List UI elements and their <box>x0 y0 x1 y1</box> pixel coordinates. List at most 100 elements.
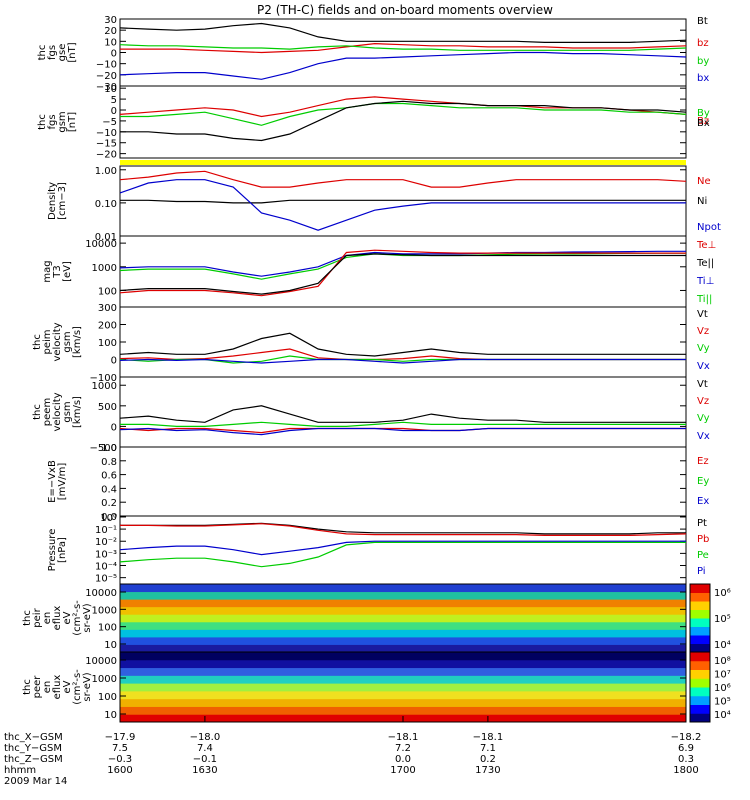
colorbar-segment <box>690 635 710 644</box>
legend-entry: Vy <box>697 413 710 424</box>
legend-entry: Vz <box>697 326 709 337</box>
y-axis-label: velocity <box>52 392 63 431</box>
y-axis-label: Density <box>47 182 58 220</box>
colorbar-segment <box>690 669 710 679</box>
colorbar-segment <box>690 695 710 705</box>
colorbar-tick-label: 10⁶ <box>714 683 731 694</box>
orbit-row-label: thc_X−GSM <box>4 732 63 743</box>
series-line-Vt <box>119 332 686 357</box>
series-line-Vy <box>120 421 686 427</box>
orbit-row-label: thc_Y−GSM <box>4 743 62 754</box>
series-line-Ni <box>120 199 686 204</box>
y-axis-label: E=−VxB <box>47 460 58 503</box>
y-tick-label: −20 <box>96 150 117 161</box>
y-axis-label: thc <box>37 45 48 61</box>
y-tick-label: 1000 <box>92 605 117 616</box>
y-tick-label: 10⁻¹ <box>95 525 117 536</box>
spectrogram-band <box>120 690 686 700</box>
y-tick-label: 1000 <box>92 381 117 392</box>
y-tick-label: −30 <box>96 82 117 93</box>
colorbar-segment <box>690 626 710 636</box>
y-tick-label: 10⁻² <box>95 537 117 548</box>
y-tick-label: 0.4 <box>101 484 117 495</box>
y-axis-label: sr-eV) <box>82 603 93 632</box>
series-line-Pi <box>119 540 686 556</box>
y-tick-label: 300 <box>98 303 117 314</box>
spectrogram-band <box>120 629 686 638</box>
y-axis-label: (cm²-s- <box>72 600 83 636</box>
y-tick-label: 0.2 <box>101 498 117 509</box>
panel-7: 1.0 0.8 0.6 0.4 0.2 0.0 E=−VxB [mV/m] Ez Ey Ex <box>47 443 709 523</box>
y-axis-label: fgs <box>47 114 58 129</box>
y-tick-label: 10 <box>104 640 117 651</box>
y-axis-label: [km/s] <box>72 326 83 358</box>
legend-entry: Ni <box>697 196 707 207</box>
colorbar-tick-label: 10⁴ <box>714 710 731 721</box>
legend-entry: Pi <box>697 566 706 577</box>
colorbar-segment <box>690 660 710 670</box>
x-tick-label: −18.1 <box>388 732 419 743</box>
y-tick-label: 0.6 <box>101 471 117 482</box>
y-tick-label: 1000 <box>92 674 117 685</box>
y-axis-label: mag <box>42 260 53 282</box>
y-axis-label: velocity <box>52 322 63 361</box>
legend-entry: Bz <box>697 116 709 127</box>
y-tick-label: −500 <box>90 443 117 454</box>
x-tick-label: 1700 <box>390 765 415 776</box>
panel-5: 300 200 100 0 −100 thc peim velocity gsm [km/s] Vt… <box>32 303 710 384</box>
colorbar-segment <box>690 713 710 723</box>
legend-entry: Bx <box>697 118 710 129</box>
y-axis-label: [nT] <box>67 42 78 62</box>
legend-entry: Ez <box>697 456 709 467</box>
y-axis-label: [nPa] <box>57 537 68 563</box>
spectrogram-band <box>120 675 686 684</box>
series-line-bz <box>120 42 687 54</box>
y-tick-label: 10 <box>104 37 117 48</box>
series-line-Npot <box>119 179 686 231</box>
y-tick-label: −15 <box>96 139 117 150</box>
series-line-Bt <box>119 22 687 44</box>
spectrogram-band <box>120 698 686 707</box>
panel-6: 1000 500 0 −500 thc peem velocity gsm [km/s] Vt Vz… <box>32 376 710 454</box>
y-axis-label: gse <box>57 44 68 62</box>
spectrogram-band <box>120 621 686 630</box>
x-tick-label: 0.0 <box>395 754 411 765</box>
series-line-Pb <box>120 523 687 537</box>
y-axis-label: (cm²-s- <box>72 669 83 705</box>
y-tick-label: 100 <box>98 692 117 703</box>
series-line-Pt <box>120 522 686 535</box>
colorbar-segment <box>690 652 710 662</box>
y-tick-label: 500 <box>98 402 117 413</box>
y-tick-label: −5 <box>102 117 117 128</box>
legend-entry: bx <box>697 73 709 84</box>
series-line-by <box>119 44 687 51</box>
legend-entry: Ti⊥ <box>696 276 714 287</box>
colorbar-tick-label: 10⁷ <box>714 670 731 681</box>
y-tick-label: 10⁻⁵ <box>95 574 117 585</box>
y-axis-label: eV <box>62 680 73 693</box>
series-line-Bx <box>120 100 687 142</box>
y-tick-label: 10 <box>104 710 117 721</box>
legend-entry: Pt <box>697 518 707 529</box>
spectrogram-band <box>120 591 686 600</box>
series-line-Vx <box>119 358 686 364</box>
status-bar <box>120 160 686 165</box>
y-axis-label: peer <box>32 675 43 699</box>
x-tick-label: 7.1 <box>480 743 496 754</box>
x-tick-label: 0.3 <box>678 754 694 765</box>
colorbar-tick-label: 10⁵ <box>714 697 731 708</box>
y-axis-label: [km/s] <box>72 396 83 428</box>
colorbar-tick-label: 10⁸ <box>714 656 731 667</box>
y-tick-label: 1.0 <box>101 443 117 454</box>
y-axis-label: eflux <box>52 675 63 700</box>
legend-entry: Ex <box>697 496 709 507</box>
x-tick-label: −18.0 <box>190 732 221 743</box>
colorbar-tick-label: 10⁴ <box>714 640 731 651</box>
x-tick-label: 1630 <box>192 765 217 776</box>
y-tick-label: 100 <box>98 623 117 634</box>
y-tick-label: 10000 <box>85 588 117 599</box>
legend-entry: Vt <box>697 309 708 320</box>
colorbar-segment <box>690 643 710 653</box>
